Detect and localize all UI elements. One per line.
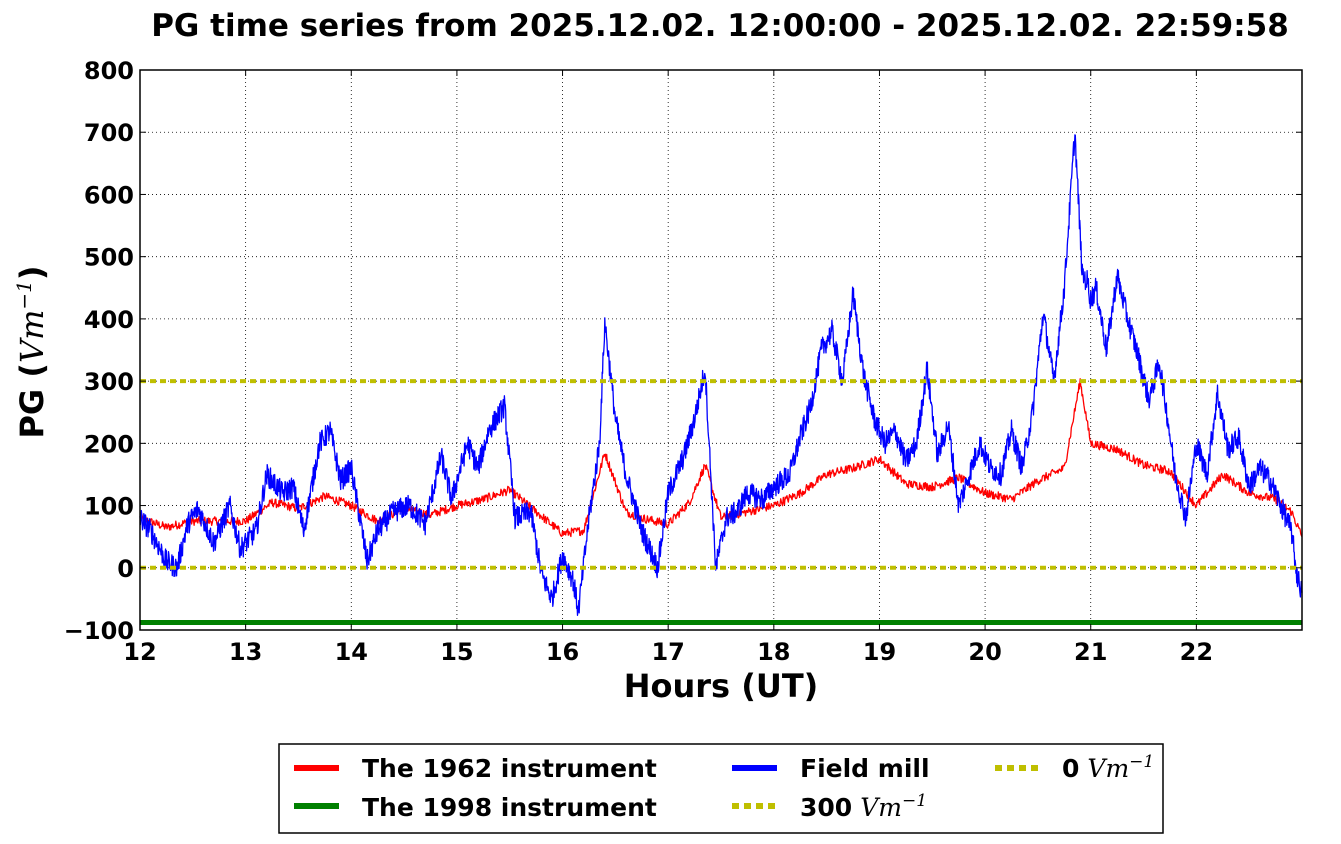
x-axis-ticks: 12 13 14 15 16 17 18 19 20 21 22	[123, 70, 1213, 666]
y-tick-label: 0	[117, 555, 134, 583]
x-tick-label: 19	[863, 638, 896, 666]
x-tick-label: 20	[968, 638, 1001, 666]
x-tick-label: 15	[440, 638, 473, 666]
chart-title: PG time series from 2025.12.02. 12:00:00…	[151, 8, 1289, 44]
legend-label-0-value: 0	[1062, 754, 1079, 783]
y-axis-label-close: )	[13, 265, 51, 280]
legend-label-0-exp: −1	[1129, 752, 1154, 772]
legend-label-0: 0 Vm−1	[1062, 752, 1154, 783]
x-tick-label: 17	[651, 638, 684, 666]
y-axis-ticks: −100 0 100 200 300 400 500 600 700 800	[64, 57, 1302, 645]
legend-label-300-exp: −1	[902, 791, 927, 811]
reference-lines	[140, 379, 1302, 570]
x-tick-label: 18	[757, 638, 790, 666]
series-1962-instrument	[139, 378, 1303, 538]
y-tick-label: 300	[84, 368, 134, 396]
legend-frame	[278, 743, 1164, 834]
y-axis-label-unit: Vm	[13, 310, 51, 363]
y-axis-label-text: PG (	[13, 363, 51, 438]
plot-frame	[139, 69, 1303, 631]
legend: The 1962 instrument The 1998 instrument …	[278, 743, 1164, 834]
y-tick-label: −100	[64, 617, 134, 645]
x-tick-label: 13	[229, 638, 262, 666]
legend-label-1998: The 1998 instrument	[362, 793, 657, 822]
y-tick-label: 200	[84, 430, 134, 458]
series-lines	[139, 134, 1303, 625]
y-tick-label: 800	[84, 57, 134, 85]
x-tick-label: 22	[1180, 638, 1213, 666]
y-tick-label: 400	[84, 306, 134, 334]
y-axis-label-exponent: −1	[12, 280, 36, 309]
grid	[139, 69, 1302, 631]
x-tick-label: 12	[123, 638, 156, 666]
x-tick-label: 14	[335, 638, 368, 666]
series-field-mill	[139, 134, 1303, 616]
y-tick-label: 600	[84, 181, 134, 209]
legend-label-0-unit: Vm	[1087, 754, 1129, 783]
legend-label-300: 300 Vm−1	[800, 791, 927, 822]
legend-label-300-unit: Vm	[860, 793, 902, 822]
legend-label-1962: The 1962 instrument	[362, 754, 657, 783]
y-axis-label: PG (Vm−1)	[12, 265, 51, 438]
legend-label-field-mill: Field mill	[800, 754, 930, 783]
x-tick-label: 16	[546, 638, 579, 666]
y-tick-label: 100	[84, 493, 134, 521]
legend-label-300-value: 300	[800, 793, 852, 822]
x-axis-label: Hours (UT)	[624, 667, 819, 705]
x-tick-label: 21	[1074, 638, 1107, 666]
y-tick-label: 700	[84, 119, 134, 147]
y-tick-label: 500	[84, 244, 134, 272]
